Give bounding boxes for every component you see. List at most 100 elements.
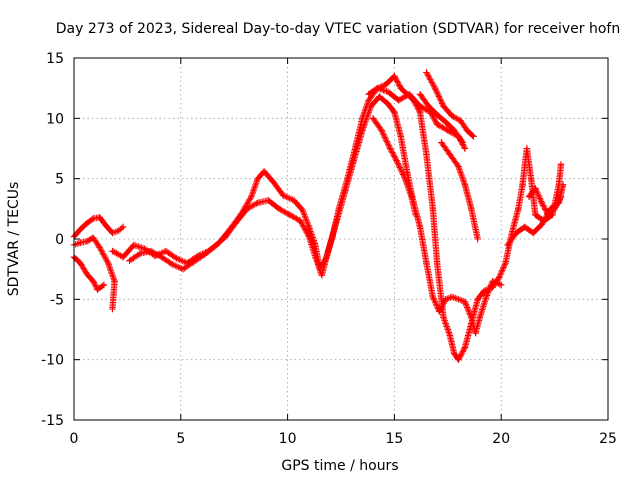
data-point-arc-12 bbox=[544, 211, 552, 219]
data-point-arc-6 bbox=[365, 91, 372, 98]
data-point-arc-2 bbox=[111, 278, 118, 285]
data-point-arc-2 bbox=[104, 259, 112, 267]
data-point-arc-12 bbox=[538, 199, 545, 206]
data-point-arc-3 bbox=[90, 278, 97, 285]
data-point-arc-5 bbox=[350, 157, 358, 164]
data-point-arc-7 bbox=[393, 157, 400, 164]
data-point-arc-6 bbox=[444, 127, 451, 134]
data-point-arc-5 bbox=[312, 253, 319, 261]
data-point-arc-5 bbox=[201, 251, 208, 258]
data-point-arc-11 bbox=[521, 223, 528, 231]
data-point-arc-5 bbox=[254, 199, 261, 206]
data-point-arc-4 bbox=[352, 141, 360, 149]
data-point-arc-6 bbox=[461, 145, 469, 152]
y-tick-label: 0 bbox=[55, 232, 64, 248]
data-point-arc-11 bbox=[530, 229, 537, 237]
data-point-arc-5 bbox=[448, 293, 456, 301]
data-point-arc-6 bbox=[374, 84, 381, 92]
data-point-arc-6 bbox=[427, 109, 434, 116]
data-point-arc-2 bbox=[77, 239, 84, 246]
data-point-arc-4 bbox=[290, 197, 298, 204]
y-tick-label: 5 bbox=[55, 172, 64, 188]
data-point-arc-4 bbox=[269, 177, 276, 185]
data-point-arc-8 bbox=[431, 84, 439, 92]
data-point-arc-4 bbox=[173, 255, 180, 262]
data-point-arc-5 bbox=[137, 250, 144, 257]
chart-title: Day 273 of 2023, Sidereal Day-to-day VTE… bbox=[56, 21, 620, 37]
data-point-arc-4 bbox=[329, 233, 336, 240]
data-point-arc-4 bbox=[226, 226, 234, 233]
data-point-arc-4 bbox=[523, 145, 531, 152]
data-point-arc-5 bbox=[455, 296, 462, 303]
data-point-arc-5 bbox=[472, 329, 479, 337]
data-point-arc-4 bbox=[461, 344, 469, 351]
data-point-arc-5 bbox=[391, 109, 398, 116]
y-tick-label: -10 bbox=[41, 353, 64, 369]
data-point-arc-4 bbox=[416, 109, 424, 116]
ticks: 0 5 10 15 20 25 -15 -10 -5 0 5 10 15 bbox=[41, 51, 617, 447]
data-point-arc-5 bbox=[429, 293, 437, 301]
data-point-arc-4 bbox=[440, 314, 447, 321]
data-point-arc-9 bbox=[451, 127, 458, 134]
data-point-arc-4 bbox=[312, 241, 319, 249]
data-point-arc-5 bbox=[498, 281, 505, 289]
data-point-arc-5 bbox=[367, 103, 375, 110]
x-tick-label: 5 bbox=[176, 431, 185, 447]
data-point-arc-4 bbox=[194, 252, 202, 260]
data-point-arc-6 bbox=[384, 88, 392, 95]
data-point-arc-4 bbox=[502, 259, 509, 267]
data-point-arc-1 bbox=[102, 222, 110, 229]
data-point-arc-4 bbox=[109, 247, 116, 255]
data-point-arc-5 bbox=[397, 133, 405, 140]
data-point-arc-5 bbox=[461, 298, 469, 305]
data-point-arc-4 bbox=[365, 97, 372, 104]
data-point-arc-9 bbox=[459, 139, 466, 146]
data-point-arc-4 bbox=[344, 175, 351, 182]
x-tick-label: 20 bbox=[492, 431, 510, 447]
data-point-arc-4 bbox=[451, 350, 458, 357]
data-point-arc-5 bbox=[305, 233, 313, 240]
data-point-arc-4 bbox=[433, 259, 441, 267]
data-point-arc-10 bbox=[461, 181, 469, 188]
data-point-arc-9 bbox=[425, 103, 432, 110]
data-point-arc-3 bbox=[94, 286, 101, 293]
data-point-arc-7 bbox=[408, 193, 415, 200]
data-point-arc-3 bbox=[100, 281, 108, 289]
data-points bbox=[70, 69, 567, 363]
x-axis-label: GPS time / hours bbox=[281, 458, 398, 474]
data-point-arc-5 bbox=[147, 247, 155, 255]
data-point-arc-4 bbox=[316, 265, 323, 273]
data-point-arc-10 bbox=[446, 151, 454, 158]
data-point-arc-5 bbox=[384, 100, 392, 108]
data-point-arc-7 bbox=[386, 145, 394, 152]
y-tick-label: -15 bbox=[41, 413, 64, 429]
data-point-arc-6 bbox=[455, 133, 462, 140]
x-tick-label: 10 bbox=[279, 431, 297, 447]
data-point-arc-4 bbox=[446, 332, 454, 339]
y-tick-label: 15 bbox=[46, 51, 64, 67]
data-point-arc-4 bbox=[468, 320, 475, 327]
data-point-arc-5 bbox=[468, 314, 475, 321]
data-point-arc-4 bbox=[119, 253, 127, 261]
data-point-arc-11 bbox=[512, 229, 520, 237]
data-point-arc-8 bbox=[440, 103, 447, 110]
data-point-arc-5 bbox=[243, 205, 251, 213]
data-point-arc-7 bbox=[412, 211, 419, 219]
data-point-arc-4 bbox=[216, 239, 223, 246]
data-point-arc-1 bbox=[77, 226, 84, 233]
data-point-arc-4 bbox=[254, 175, 261, 182]
data-point-arc-1 bbox=[83, 220, 91, 227]
data-point-arc-3 bbox=[77, 259, 84, 267]
data-point-arc-5 bbox=[359, 127, 366, 134]
data-point-arc-5 bbox=[423, 259, 430, 267]
data-point-arc-10 bbox=[455, 163, 462, 170]
data-point-arc-1 bbox=[90, 215, 97, 222]
data-point-arc-4 bbox=[527, 175, 535, 182]
data-point-arc-4 bbox=[519, 181, 526, 188]
data-point-arc-6 bbox=[395, 97, 402, 104]
data-point-arc-7 bbox=[378, 127, 385, 134]
data-point-arc-6 bbox=[406, 91, 413, 98]
x-tick-label: 0 bbox=[70, 431, 79, 447]
x-tick-label: 15 bbox=[385, 431, 403, 447]
